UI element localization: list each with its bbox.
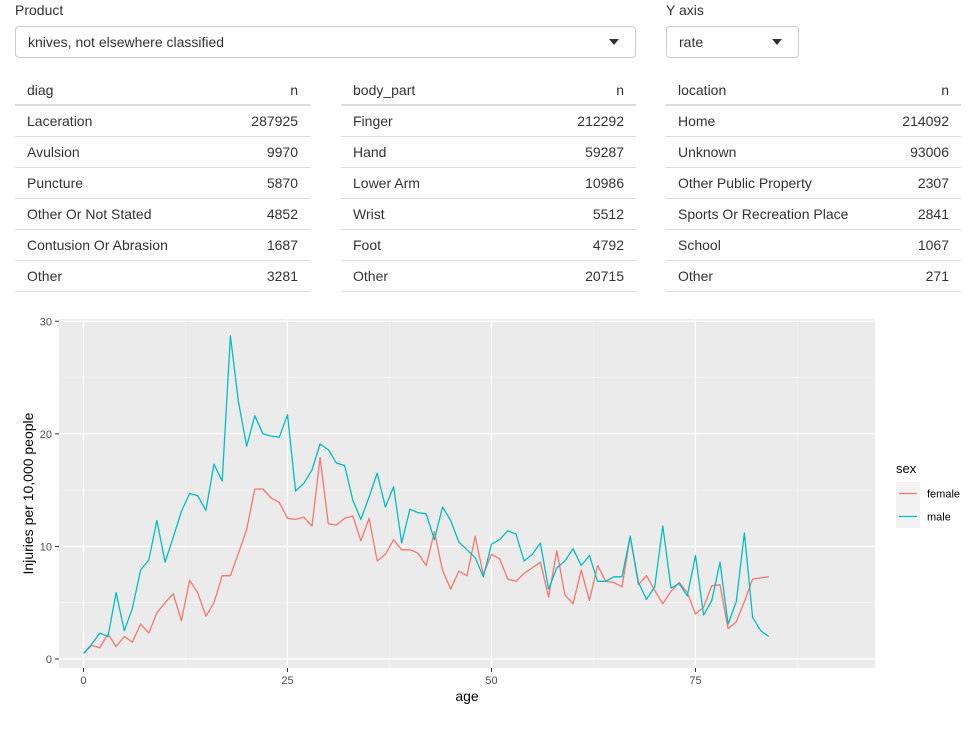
- y-tick-label: 10: [40, 541, 52, 553]
- table-row: Laceration 287925: [15, 105, 310, 137]
- y-tick-label: 0: [46, 654, 52, 666]
- table-cell: 5870: [221, 167, 310, 199]
- table-cell: Hand: [341, 136, 507, 168]
- table-row: Home 214092: [666, 105, 961, 137]
- table-row: Sports Or Recreation Place 2841: [666, 198, 961, 230]
- table-cell: School: [666, 229, 883, 261]
- table-cell: Home: [666, 105, 883, 137]
- legend-title: sex: [896, 461, 917, 476]
- table-cell: Other Public Property: [666, 167, 883, 199]
- diag-table: diag n Laceration 287925 Avulsion 9970 Pun…: [15, 75, 310, 292]
- table-row: Contusion Or Abrasion 1687: [15, 229, 310, 261]
- table-row: Wrist 5512: [341, 198, 636, 230]
- table-cell: 4792: [506, 229, 636, 261]
- series-line-female: [83, 456, 769, 654]
- table-row: Other Public Property 2307: [666, 167, 961, 199]
- table-cell: Avulsion: [15, 136, 222, 168]
- product-select-value: knives, not elsewhere classified: [28, 34, 225, 50]
- x-tick-label: 50: [485, 675, 497, 687]
- yaxis-label: Y axis: [666, 2, 704, 18]
- table-cell: 214092: [882, 105, 961, 137]
- y-tick-label: 30: [40, 316, 52, 328]
- table-cell: Laceration: [15, 105, 222, 137]
- legend-label-male: male: [927, 512, 951, 524]
- location-table: location n Home 214092 Unknown 93006 Other…: [666, 75, 961, 292]
- table-row: Other 271: [666, 260, 961, 292]
- table-cell: Other: [15, 260, 222, 292]
- chevron-down-icon: [609, 39, 619, 45]
- yaxis-select-value: rate: [679, 34, 704, 50]
- x-tick-label: 0: [80, 675, 86, 687]
- table-header: location: [666, 75, 883, 106]
- table-cell: Lower Arm: [341, 167, 507, 199]
- table-row: Other 3281: [15, 260, 310, 292]
- table-cell: 212292: [506, 105, 636, 137]
- table-row: Finger 212292: [341, 105, 636, 137]
- table-cell: Other: [666, 260, 883, 292]
- table-header: diag: [15, 75, 222, 106]
- table-header: n: [506, 75, 636, 106]
- series-line-male: [83, 335, 770, 654]
- series-lines: [83, 335, 770, 654]
- x-axis-label: age: [455, 688, 479, 704]
- table-row: Unknown 93006: [666, 136, 961, 168]
- table-row: Lower Arm 10986: [341, 167, 636, 199]
- table-header: n: [882, 75, 961, 106]
- y-tick-label: 20: [40, 429, 52, 441]
- table-cell: 10986: [506, 167, 636, 199]
- table-row: School 1067: [666, 229, 961, 261]
- legend: sex female male: [896, 461, 960, 528]
- table-cell: 59287: [506, 136, 636, 168]
- table-cell: 2307: [882, 167, 961, 199]
- table-cell: Other Or Not Stated: [15, 198, 222, 230]
- yaxis-select[interactable]: rate: [666, 26, 799, 58]
- table-cell: Foot: [341, 229, 507, 261]
- table-cell: Puncture: [15, 167, 222, 199]
- body-part-table: body_part n Finger 212292 Hand 59287 Lower…: [341, 75, 636, 292]
- legend-label-female: female: [927, 489, 960, 501]
- table-cell: 4852: [221, 198, 310, 230]
- table-header: body_part: [341, 75, 507, 106]
- injury-rate-chart: 0 25 50 75 0 10 20 30 age Injuries per 10,000 p…: [20, 316, 960, 704]
- table-row: Avulsion 9970: [15, 136, 310, 168]
- table-cell: 5512: [506, 198, 636, 230]
- axes: 0 25 50 75 0 10 20 30: [40, 316, 702, 687]
- grid-lines: [59, 319, 875, 668]
- table-row: Foot 4792: [341, 229, 636, 261]
- table-row: Other Or Not Stated 4852: [15, 198, 310, 230]
- table-cell: 3281: [221, 260, 310, 292]
- table-cell: Other: [341, 260, 507, 292]
- table-cell: 9970: [221, 136, 310, 168]
- table-header: n: [221, 75, 310, 106]
- table-cell: Finger: [341, 105, 507, 137]
- table-cell: 93006: [882, 136, 961, 168]
- table-cell: 1067: [882, 229, 961, 261]
- table-row: Other 20715: [341, 260, 636, 292]
- table-cell: 271: [882, 260, 961, 292]
- table-row: Puncture 5870: [15, 167, 310, 199]
- table-cell: Wrist: [341, 198, 507, 230]
- chevron-down-icon: [772, 39, 782, 45]
- product-label: Product: [15, 2, 64, 18]
- x-tick-label: 25: [281, 675, 293, 687]
- table-cell: 1687: [221, 229, 310, 261]
- table-cell: 20715: [506, 260, 636, 292]
- plot-panel: [59, 319, 875, 668]
- product-select[interactable]: knives, not elsewhere classified: [15, 26, 636, 58]
- table-cell: Unknown: [666, 136, 883, 168]
- table-cell: Sports Or Recreation Place: [666, 198, 883, 230]
- x-tick-label: 75: [689, 675, 701, 687]
- table-cell: 287925: [221, 105, 310, 137]
- table-row: Hand 59287: [341, 136, 636, 168]
- table-cell: Contusion Or Abrasion: [15, 229, 222, 261]
- y-axis-label: Injuries per 10,000 people: [20, 412, 36, 574]
- table-cell: 2841: [882, 198, 961, 230]
